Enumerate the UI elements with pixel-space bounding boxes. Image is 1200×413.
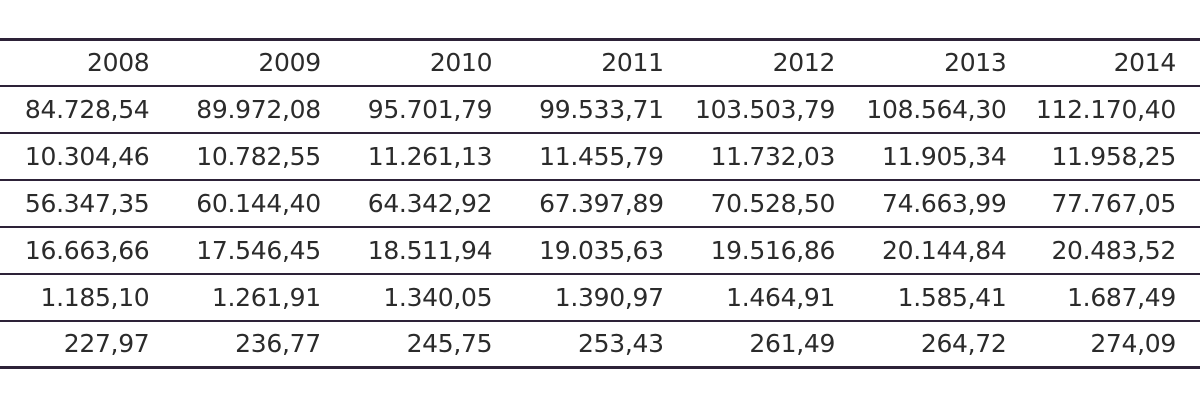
table-cell: 84.728,54 <box>24 94 150 124</box>
table-cell: 19.035,63 <box>539 235 664 265</box>
table-cell: 11.732,03 <box>710 141 836 171</box>
table-cell: 253,43 <box>578 329 664 359</box>
table-cell: 108.564,30 <box>866 94 1007 124</box>
table-row: 227,97 236,77 245,75 253,43 261,49 264,7… <box>0 321 1200 368</box>
table-row: 16.663,66 17.546,45 18.511,94 19.035,63 … <box>0 227 1200 274</box>
table-row: 10.304,46 10.782,55 11.261,13 11.455,79 … <box>0 133 1200 180</box>
header-row: 2008 2009 2010 2011 2012 2013 2014 <box>0 39 1200 86</box>
table-cell: 1.185,10 <box>40 282 150 312</box>
table-cell: 70.528,50 <box>710 188 836 218</box>
data-table: 2008 2009 2010 2011 2012 2013 2014 84.72… <box>0 38 1200 369</box>
table-cell: 64.342,92 <box>367 188 493 218</box>
column-header-2014: 2014 <box>1113 48 1177 78</box>
table-cell: 261,49 <box>749 329 836 359</box>
table-cell: 1.261,91 <box>211 282 321 312</box>
table-row: 56.347,35 60.144,40 64.342,92 67.397,89 … <box>0 180 1200 227</box>
table-cell: 77.767,05 <box>1051 188 1176 218</box>
table-cell: 20.144,84 <box>881 235 1007 265</box>
table-cell: 11.905,34 <box>881 141 1007 171</box>
table-cell: 264,72 <box>920 329 1007 359</box>
table-cell: 20.483,52 <box>1051 235 1176 265</box>
table-cell: 274,09 <box>1090 329 1176 359</box>
table-cell: 10.782,55 <box>196 141 321 171</box>
table-cell: 56.347,35 <box>24 188 150 218</box>
table-cell: 11.958,25 <box>1051 141 1176 171</box>
table-row: 1.185,10 1.261,91 1.340,05 1.390,97 1.46… <box>0 274 1200 321</box>
table-cell: 11.455,79 <box>539 141 664 171</box>
column-header-2012: 2012 <box>772 48 836 78</box>
table-cell: 17.546,45 <box>196 235 321 265</box>
table-cell: 1.464,91 <box>726 282 836 312</box>
column-header-2013: 2013 <box>944 48 1007 78</box>
data-table-container: 2008 2009 2010 2011 2012 2013 2014 84.72… <box>0 38 1200 369</box>
table-cell: 16.663,66 <box>24 235 150 265</box>
column-header-2009: 2009 <box>258 48 321 78</box>
table-cell: 60.144,40 <box>196 188 321 218</box>
table-cell: 1.585,41 <box>897 282 1007 312</box>
table-cell: 18.511,94 <box>367 235 493 265</box>
table-cell: 236,77 <box>235 329 321 359</box>
table-body: 84.728,54 89.972,08 95.701,79 99.533,71 … <box>0 86 1200 368</box>
table-cell: 89.972,08 <box>196 94 321 124</box>
table-cell: 103.503,79 <box>694 94 836 124</box>
table-cell: 67.397,89 <box>539 188 664 218</box>
column-header-2011: 2011 <box>601 48 664 78</box>
table-cell: 19.516,86 <box>710 235 836 265</box>
table-cell: 1.687,49 <box>1067 282 1176 312</box>
table-cell: 74.663,99 <box>881 188 1007 218</box>
table-cell: 11.261,13 <box>367 141 493 171</box>
table-cell: 10.304,46 <box>24 141 150 171</box>
table-cell: 112.170,40 <box>1035 94 1176 124</box>
table-cell: 99.533,71 <box>539 94 664 124</box>
column-header-2008: 2008 <box>86 48 150 78</box>
table-cell: 1.340,05 <box>383 282 493 312</box>
table-header: 2008 2009 2010 2011 2012 2013 2014 <box>0 39 1200 86</box>
column-header-2010: 2010 <box>429 48 493 78</box>
table-cell: 227,97 <box>63 329 150 359</box>
table-cell: 1.390,97 <box>554 282 664 312</box>
table-row: 84.728,54 89.972,08 95.701,79 99.533,71 … <box>0 86 1200 133</box>
table-cell: 245,75 <box>406 329 493 359</box>
table-cell: 95.701,79 <box>367 94 493 124</box>
